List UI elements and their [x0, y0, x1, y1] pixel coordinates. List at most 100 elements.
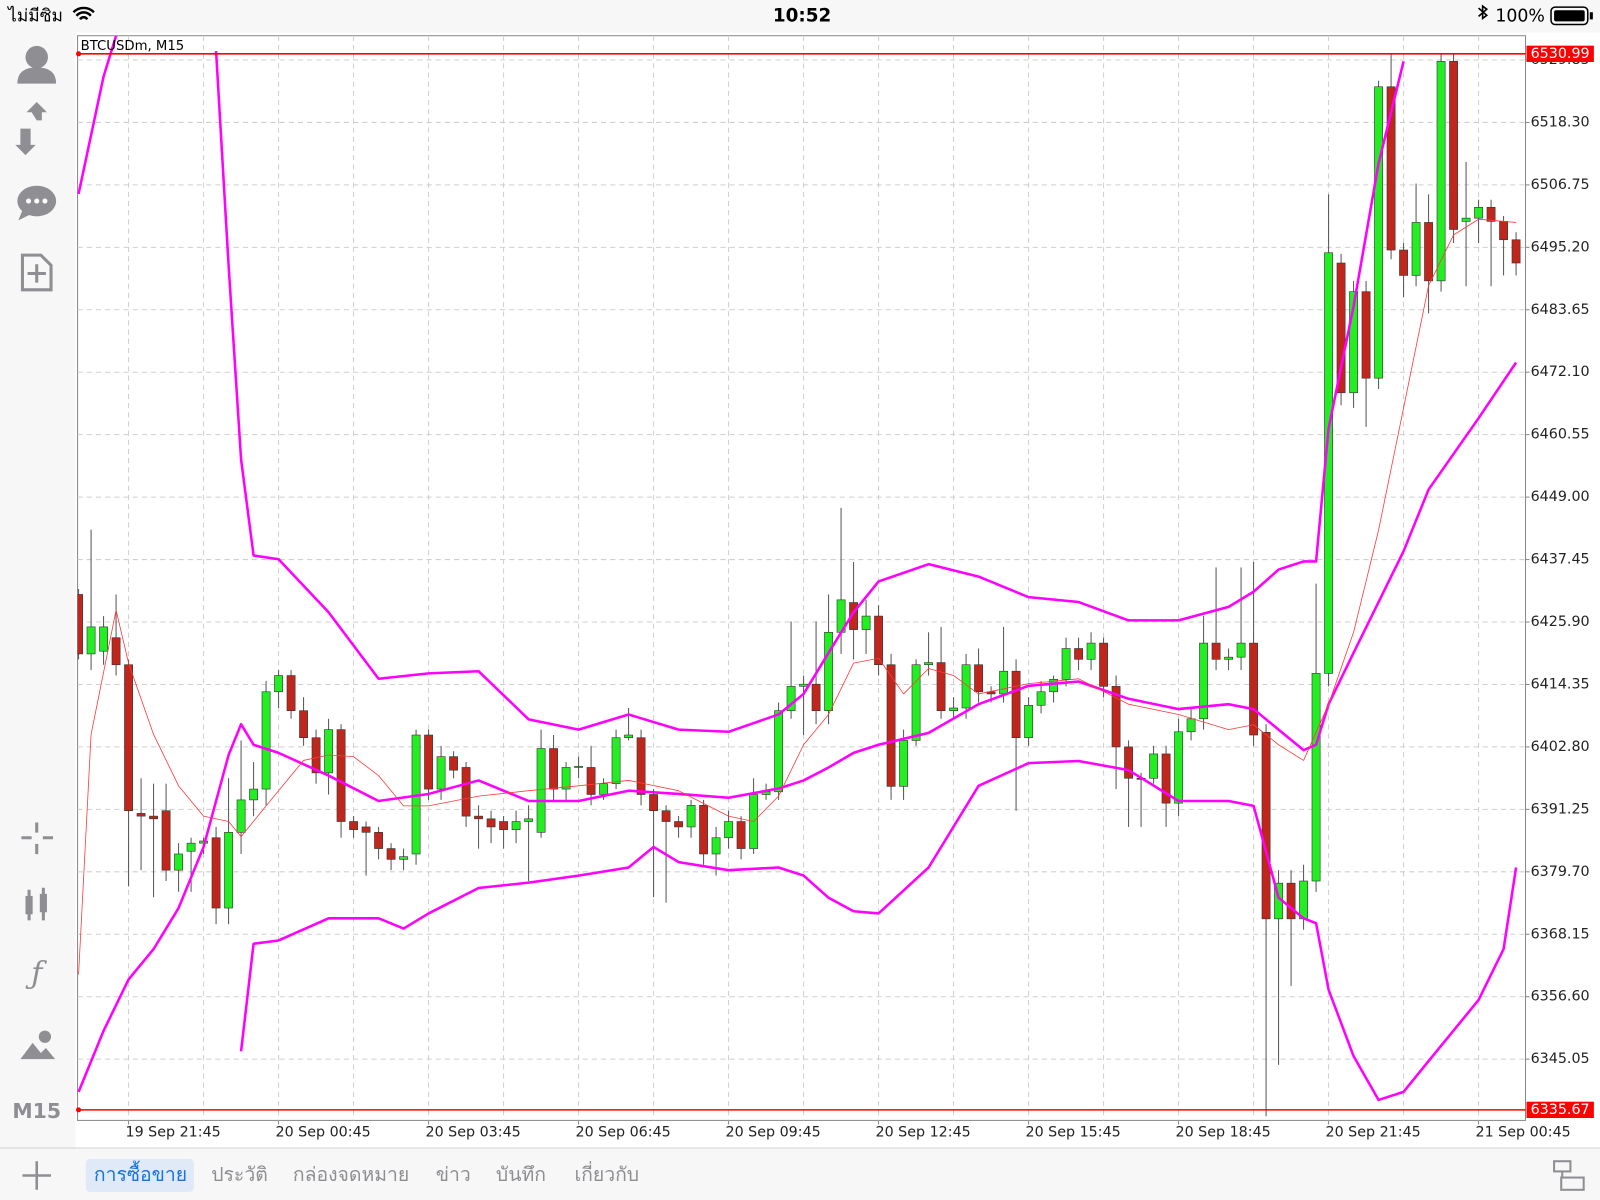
candle-body: [1361, 291, 1371, 379]
candle-body: [999, 670, 1008, 695]
candle-body: [636, 737, 646, 795]
tab[interactable]: ประวัติ: [211, 1163, 268, 1186]
candle-body: [824, 631, 833, 711]
tab[interactable]: การซื้อขาย: [94, 1160, 187, 1186]
candle-body: [311, 737, 321, 774]
candle-body: [1261, 732, 1271, 920]
battery-percent: 100%: [1495, 6, 1545, 26]
y-tick-label: 6483.65: [1531, 302, 1590, 318]
candle-body: [1349, 291, 1358, 394]
candle-body: [1511, 239, 1521, 264]
x-tick-label: 20 Sep 09:45: [726, 1125, 821, 1141]
candle-body: [649, 794, 658, 812]
x-tick-label: 21 Sep 00:45: [1476, 1125, 1571, 1141]
price-line-marker: [76, 1107, 82, 1113]
candle-body: [1124, 746, 1133, 779]
candle-body: [286, 675, 296, 711]
wifi-icon: [72, 6, 95, 21]
plot-area: [77, 35, 1527, 1121]
candle-body: [1111, 686, 1121, 748]
candle-body: [349, 821, 358, 830]
x-tick-label: 20 Sep 12:45: [876, 1125, 971, 1141]
y-tick-label: 6495.20: [1531, 239, 1590, 255]
candle-body: [574, 766, 583, 768]
layout-button[interactable]: [1553, 1160, 1585, 1191]
candle-body: [299, 710, 308, 739]
x-tick-label: 20 Sep 15:45: [1026, 1125, 1121, 1141]
candle-body: [724, 821, 733, 839]
price-label-box: [1526, 1101, 1594, 1119]
crosshair-icon[interactable]: [21, 822, 54, 855]
y-tick-label: 6506.75: [1531, 177, 1590, 193]
candle-body: [1461, 217, 1471, 222]
candle-body: [1199, 642, 1208, 720]
candle-body: [911, 664, 921, 741]
y-tick-label: 6472.10: [1531, 364, 1590, 380]
y-tick-label: 6356.60: [1531, 989, 1590, 1005]
y-tick-label: 6402.80: [1531, 739, 1590, 755]
candle-body: [1049, 679, 1058, 693]
candle-body: [974, 664, 983, 693]
chat-icon[interactable]: [17, 185, 57, 221]
candle-body: [1224, 656, 1233, 660]
candle-body: [461, 767, 471, 817]
chart-type-icon[interactable]: [25, 887, 47, 921]
candle-body: [336, 729, 346, 822]
candle-body: [524, 818, 533, 822]
add-button[interactable]: [22, 1161, 52, 1190]
indicators-icon[interactable]: ƒ: [25, 957, 47, 992]
candle-body: [949, 707, 958, 711]
tab[interactable]: บันทึก: [496, 1163, 546, 1186]
account-icon[interactable]: [17, 45, 57, 84]
candle-body: [674, 821, 683, 828]
active-tab-bg: [85, 1159, 194, 1192]
candle-body: [1061, 648, 1071, 680]
candle-body: [924, 662, 933, 666]
candle-body: [549, 748, 558, 790]
timeframe-button[interactable]: M15: [12, 1099, 61, 1123]
indicator-line: [78, 218, 1517, 975]
candle-body: [774, 710, 783, 793]
candle-body: [1311, 673, 1321, 882]
candle-body: [961, 664, 971, 709]
y-tick-label: 6425.90: [1531, 614, 1590, 630]
tab[interactable]: ข่าว: [436, 1163, 471, 1186]
candle-body: [1186, 718, 1196, 733]
tab[interactable]: เกี่ยวกับ: [574, 1161, 639, 1186]
candle-body: [1386, 86, 1396, 251]
candle-body: [111, 637, 121, 666]
new-order-icon[interactable]: [20, 253, 53, 292]
candle-body: [561, 767, 571, 790]
candle-body: [86, 626, 96, 655]
candle-body: [1424, 222, 1433, 282]
battery-tip: [1589, 12, 1593, 20]
axes: 6529.856518.306506.756495.206483.656472.…: [76, 45, 1594, 1141]
candle-body: [261, 691, 271, 790]
y-tick-label: 6449.00: [1531, 489, 1590, 505]
candle-body: [1174, 731, 1183, 804]
candle-body: [1449, 61, 1458, 230]
trade-icon[interactable]: [15, 102, 47, 156]
candle-body: [1149, 753, 1158, 779]
price-line-marker: [76, 51, 82, 57]
clock: 10:52: [773, 5, 831, 26]
candle-body: [936, 662, 946, 711]
candle-body: [99, 626, 108, 652]
candle-body: [874, 615, 883, 666]
candle-body: [124, 664, 133, 812]
candle-body: [1286, 882, 1296, 920]
candle-body: [599, 783, 608, 795]
objects-icon[interactable]: [20, 1030, 56, 1060]
tab-bar: [0, 1147, 1600, 1200]
candle-body: [449, 756, 458, 771]
candle-body: [536, 748, 546, 833]
candle-body: [324, 729, 333, 774]
tab[interactable]: กล่องจดหมาย: [293, 1163, 409, 1186]
candle-body: [136, 813, 146, 817]
candle-body: [361, 826, 371, 833]
candle-body: [699, 804, 708, 855]
x-tick-label: 20 Sep 21:45: [1326, 1125, 1421, 1141]
candle-body: [386, 848, 396, 860]
candle-body: [1236, 642, 1246, 658]
x-tick-label: 20 Sep 00:45: [276, 1125, 371, 1141]
